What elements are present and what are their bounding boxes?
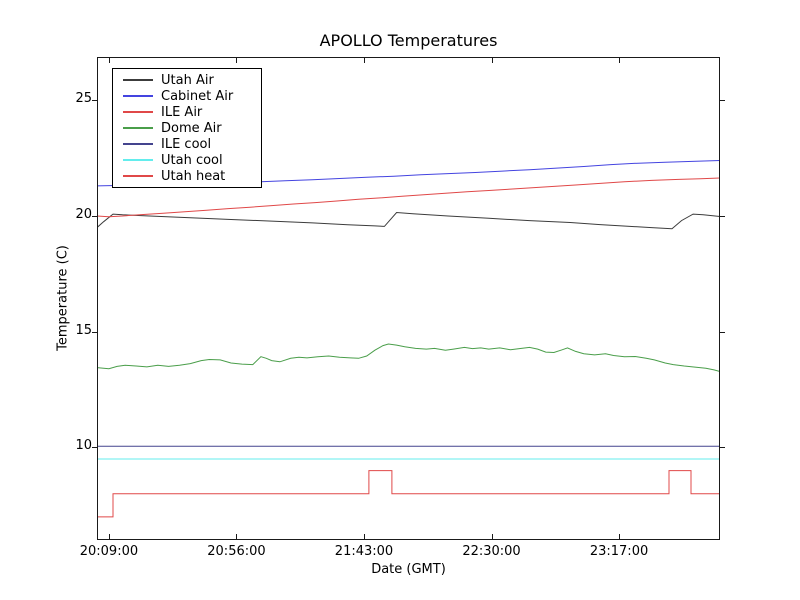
legend-item-utah-air: Utah Air: [113, 72, 261, 88]
legend-line-utah-cool-icon: [123, 159, 153, 161]
legend-label-cabinet-air: Cabinet Air: [161, 88, 234, 104]
legend-line-ile-air-icon: [123, 111, 153, 113]
legend-label-ile-air: ILE Air: [161, 104, 203, 120]
legend-label-utah-cool: Utah cool: [161, 152, 223, 168]
legend-item-utah-heat: Utah heat: [113, 168, 261, 184]
chart-title: APOLLO Temperatures: [319, 31, 498, 50]
legend-item-utah-cool: Utah cool: [113, 152, 261, 168]
x-tick-label-3: 22:30:00: [462, 544, 521, 559]
plot-border: [97, 57, 720, 540]
series-line-ile-air: [97, 177, 720, 218]
y-tick-label-15: 15: [75, 322, 92, 338]
legend: Utah Air Cabinet Air ILE Air Dome Air IL…: [112, 68, 262, 188]
y-tick-label-10: 10: [75, 438, 92, 454]
legend-item-ile-cool: ILE cool: [113, 136, 261, 152]
legend-line-ile-cool-icon: [123, 143, 153, 145]
legend-line-utah-heat-icon: [123, 175, 153, 177]
legend-line-dome-air-icon: [123, 127, 153, 129]
series-line-utah-heat: [97, 470, 720, 518]
legend-label-ile-cool: ILE cool: [161, 136, 212, 152]
legend-item-cabinet-air: Cabinet Air: [113, 88, 261, 104]
legend-line-cabinet-air-icon: [123, 95, 153, 97]
x-axis-label: Date (GMT): [371, 562, 446, 577]
y-axis-label: Temperature (C): [55, 245, 71, 351]
x-tick-label-1: 20:56:00: [207, 544, 266, 559]
y-tick-label-20: 20: [75, 206, 92, 222]
legend-line-utah-air-icon: [123, 79, 153, 81]
x-tick-label-0: 20:09:00: [79, 544, 139, 559]
series-line-utah-air: [97, 211, 720, 230]
legend-label-utah-heat: Utah heat: [161, 168, 226, 184]
series-line-dome-air: [97, 343, 720, 372]
legend-label-utah-air: Utah Air: [161, 72, 214, 88]
legend-label-dome-air: Dome Air: [161, 120, 222, 136]
legend-item-ile-air: ILE Air: [113, 104, 261, 120]
x-tick-label-2: 21:43:00: [334, 544, 394, 559]
y-tick-label-25: 25: [75, 91, 92, 107]
legend-item-dome-air: Dome Air: [113, 120, 261, 136]
x-tick-label-4: 23:17:00: [589, 544, 649, 559]
axis-ticks: [92, 58, 725, 539]
series-group: [97, 160, 720, 518]
